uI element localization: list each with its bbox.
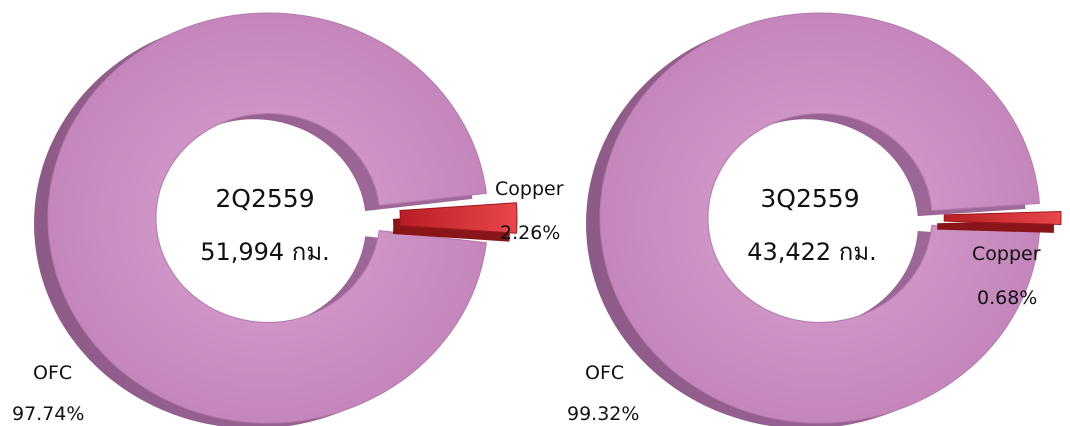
- slice-value-copper: 2.26%: [500, 222, 560, 244]
- center-total: 51,994 กม.: [200, 238, 330, 266]
- slice-label-copper: Copper: [495, 178, 564, 200]
- ofc-slice: [47, 12, 487, 424]
- slice-label-copper: Copper: [972, 243, 1041, 265]
- donut-2q2559: 2Q2559 51,994 กม. Copper 2.26% OFC 97.74…: [12, 12, 564, 426]
- slice-value-ofc: 99.32%: [567, 403, 639, 425]
- slice-value-copper: 0.68%: [977, 287, 1037, 309]
- slice-label-ofc: OFC: [585, 362, 624, 384]
- center-total: 43,422 กม.: [747, 238, 877, 266]
- ofc-slice: [599, 12, 1040, 424]
- center-title: 2Q2559: [215, 184, 314, 213]
- slice-label-ofc: OFC: [33, 362, 72, 384]
- donut-3q2559: 3Q2559 43,422 กม. Copper 0.68% OFC 99.32…: [567, 12, 1062, 426]
- copper-slice: [943, 211, 1062, 225]
- slice-value-ofc: 97.74%: [12, 403, 84, 425]
- center-title: 3Q2559: [760, 184, 859, 213]
- copper-slice: [399, 202, 518, 234]
